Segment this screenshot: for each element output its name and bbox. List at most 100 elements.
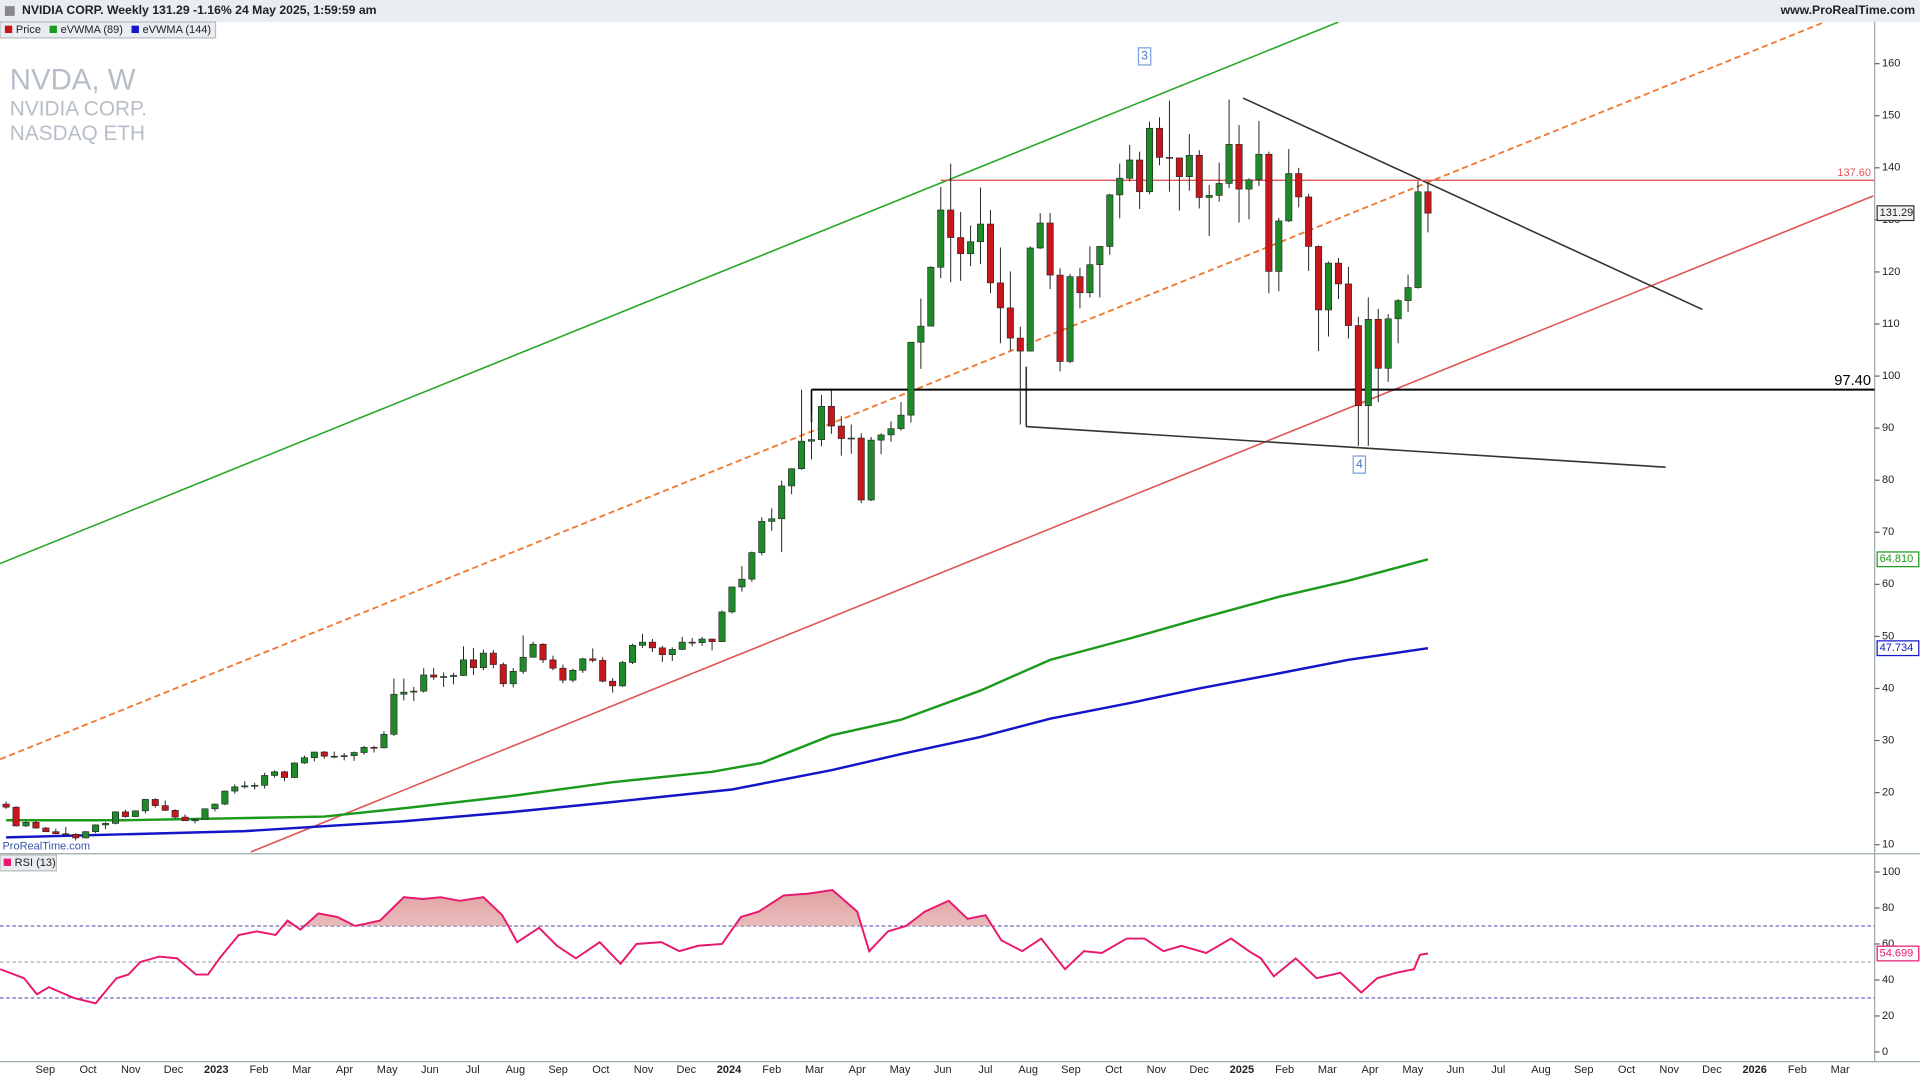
candle-body <box>599 660 607 682</box>
candle-body <box>72 833 80 839</box>
x-tick-label: 2026 <box>1742 1064 1766 1076</box>
rsi-y-tick-label: 20 <box>1882 1010 1894 1022</box>
candle-body <box>947 209 955 238</box>
rsi-line <box>0 888 1429 1005</box>
candle-body <box>1374 319 1382 369</box>
candle-body <box>509 670 517 685</box>
rsi-legend-label: RSI (13) <box>15 857 56 869</box>
candle-body <box>708 638 716 642</box>
annotation: 3 <box>1141 49 1148 63</box>
candle-body <box>857 437 865 501</box>
candle-body <box>241 785 249 788</box>
legend-swatch <box>131 25 139 34</box>
candle-body <box>1205 195 1213 198</box>
candle-body <box>658 647 666 655</box>
x-tick-label: Jun <box>421 1064 439 1076</box>
x-tick-label: Sep <box>36 1064 56 1076</box>
rsi-tag-label: 54.699 <box>1880 947 1914 959</box>
candle-body <box>221 790 229 805</box>
candle-body <box>1275 220 1283 272</box>
candle-body <box>1126 159 1134 179</box>
candle-body <box>1255 153 1263 181</box>
candle-body <box>271 771 279 776</box>
candle-body <box>996 282 1004 309</box>
candle-body <box>1086 264 1094 294</box>
x-tick-label: Feb <box>249 1064 268 1076</box>
candle-body <box>986 223 994 284</box>
x-tick-label: Oct <box>592 1064 609 1076</box>
x-tick-label: Feb <box>762 1064 781 1076</box>
candle-body <box>549 659 557 669</box>
y-tick-label: 50 <box>1882 630 1894 642</box>
candle-body <box>887 428 895 436</box>
candle-body <box>1315 246 1323 311</box>
x-tick-label: Jun <box>1447 1064 1465 1076</box>
candle-body <box>350 752 358 756</box>
candle-body <box>1076 276 1084 294</box>
candle-body <box>569 669 577 681</box>
watermark-name: NVIDIA CORP. <box>10 98 147 121</box>
candle-body <box>1414 191 1422 288</box>
candle-body <box>559 667 567 681</box>
candle-body <box>251 785 259 787</box>
candle-body <box>678 641 686 650</box>
candle-body <box>1295 173 1303 198</box>
y-tick-label: 110 <box>1882 318 1900 330</box>
x-tick-label: Nov <box>1659 1064 1679 1076</box>
candle-body <box>141 799 149 812</box>
candle-body <box>52 831 60 835</box>
y-tick-label: 40 <box>1882 682 1894 694</box>
candle-body <box>161 805 169 811</box>
x-tick-label: Dec <box>164 1064 184 1076</box>
candle-body <box>2 803 10 808</box>
x-tick-label: Aug <box>1531 1064 1551 1076</box>
overbought-fill <box>283 889 993 926</box>
candle-body <box>788 468 796 487</box>
candle-body <box>1404 287 1412 301</box>
candle-body <box>589 658 597 661</box>
candle-body <box>410 690 418 693</box>
candle-body <box>1006 307 1014 339</box>
candle-body <box>539 643 547 661</box>
header-title: NVIDIA CORP. Weekly 131.29 -1.16% 24 May… <box>22 3 377 17</box>
candle-body <box>290 762 298 778</box>
annotation-box <box>1137 47 1152 66</box>
candle-body <box>231 786 239 792</box>
y-tick-label: 140 <box>1882 162 1900 174</box>
candle-body <box>300 757 308 764</box>
x-tick-label: Sep <box>1061 1064 1081 1076</box>
candle-body <box>1165 157 1173 159</box>
candle-body <box>211 803 219 810</box>
candle-body <box>281 771 289 778</box>
candle-body <box>698 638 706 643</box>
ma-tag-label: 64.810 <box>1880 553 1914 565</box>
y-tick-label: 60 <box>1882 578 1894 590</box>
x-tick-label: Dec <box>1189 1064 1209 1076</box>
candle-body <box>1136 159 1144 193</box>
candle-body <box>489 652 497 665</box>
candle-body <box>1175 157 1183 177</box>
x-tick-label: Oct <box>1618 1064 1635 1076</box>
candle-body <box>479 652 487 668</box>
x-tick-label: Jul <box>1491 1064 1505 1076</box>
y-tick-label: 10 <box>1882 839 1894 851</box>
y-tick-label: 20 <box>1882 787 1894 799</box>
y-tick-label: 70 <box>1882 526 1894 538</box>
candle-body <box>1235 144 1243 190</box>
candle-body <box>1056 274 1064 362</box>
x-tick-label: Aug <box>506 1064 526 1076</box>
candle-body <box>529 643 537 658</box>
candle-body <box>1394 300 1402 320</box>
candle-body <box>171 810 179 818</box>
y-tick-label: 120 <box>1882 266 1900 278</box>
candle-body <box>112 811 119 824</box>
candle-body <box>1195 155 1203 198</box>
x-tick-label: Sep <box>548 1064 568 1076</box>
candle-body <box>1146 127 1154 193</box>
candle-body <box>1096 246 1104 265</box>
trendline <box>0 22 1339 565</box>
candle-body <box>1384 318 1392 369</box>
candle-body <box>877 434 885 441</box>
candle-body <box>579 658 587 671</box>
